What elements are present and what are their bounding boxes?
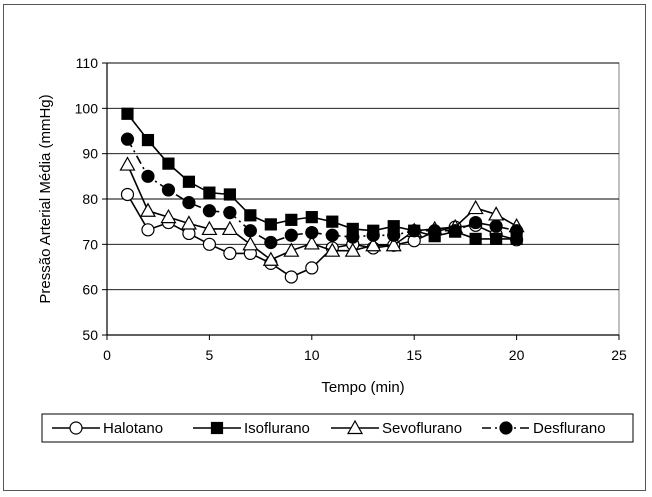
- data-point: [120, 132, 135, 146]
- legend-marker: [346, 419, 364, 435]
- data-point: [162, 157, 175, 170]
- legend: Halotano Isoflurano Sevoflurano Desflurano: [41, 413, 634, 443]
- data-point: [344, 242, 361, 257]
- data-point: [141, 169, 155, 183]
- data-point: [490, 232, 503, 245]
- y-tick-label: 110: [76, 55, 99, 71]
- data-point: [305, 225, 319, 240]
- data-point: [366, 228, 380, 242]
- legend-marker: [69, 421, 83, 435]
- x-tick-labels: 0 5 10 15 20 25: [103, 335, 627, 363]
- data-point: [326, 215, 339, 228]
- data-point: [201, 220, 218, 236]
- series-desflurano: [120, 132, 524, 250]
- y-tick-label: 70: [82, 236, 98, 252]
- data-point: [182, 175, 196, 188]
- data-point: [284, 228, 298, 242]
- legend-label: Desflurano: [533, 420, 606, 437]
- legend-label: Isoflurano: [244, 420, 310, 437]
- data-point: [221, 220, 238, 236]
- legend-label: Sevoflurano: [382, 420, 462, 437]
- data-point: [385, 237, 402, 252]
- legend-marker: [499, 421, 513, 435]
- data-point: [182, 196, 196, 210]
- data-point: [407, 224, 421, 238]
- data-point: [141, 133, 155, 147]
- y-tick-label: 80: [82, 191, 98, 207]
- data-point: [283, 242, 300, 257]
- x-tick-label: 20: [509, 347, 525, 363]
- legend-item: Desflurano: [482, 420, 606, 437]
- x-axis-label: Tempo (min): [321, 379, 404, 396]
- data-point: [305, 211, 318, 224]
- data-point: [121, 107, 134, 120]
- data-point: [387, 228, 401, 242]
- legend-marker: [210, 421, 224, 435]
- data-point: [264, 218, 277, 231]
- data-point: [509, 224, 524, 238]
- data-point: [303, 235, 320, 250]
- data-point: [242, 236, 259, 251]
- legend-item: Sevoflurano: [331, 419, 462, 437]
- data-point: [120, 187, 135, 202]
- data-point: [202, 204, 216, 218]
- data-point: [448, 224, 462, 238]
- x-tick-label: 0: [103, 347, 111, 363]
- series-layer: [119, 107, 525, 284]
- data-point: [202, 237, 216, 251]
- data-point: [141, 223, 155, 237]
- legend-label: Halotano: [103, 420, 163, 437]
- legend-item: Halotano: [52, 420, 163, 437]
- data-point: [467, 199, 484, 215]
- data-point: [469, 232, 482, 245]
- y-axis-label: Pressão Arterial Média (mmHg): [37, 94, 54, 303]
- x-tick-label: 25: [611, 347, 627, 363]
- data-point: [428, 224, 442, 238]
- x-tick-label: 10: [304, 347, 320, 363]
- data-point: [264, 235, 278, 250]
- data-point: [285, 213, 298, 226]
- legend-item: Isoflurano: [193, 420, 310, 437]
- data-point: [325, 228, 339, 242]
- data-point: [346, 230, 360, 244]
- y-tick-labels: 50 60 70 80 90 100 110: [75, 55, 107, 343]
- data-point: [243, 224, 257, 238]
- data-point: [223, 206, 237, 220]
- data-point: [223, 246, 237, 260]
- y-tick-label: 90: [82, 146, 98, 162]
- x-tick-label: 15: [406, 347, 422, 363]
- x-tick-label: 5: [206, 347, 214, 363]
- y-tick-label: 60: [82, 282, 98, 298]
- data-point: [305, 261, 319, 275]
- data-point: [160, 208, 177, 224]
- data-point: [119, 156, 136, 171]
- data-point: [180, 215, 197, 230]
- data-point: [284, 270, 298, 284]
- data-point: [489, 219, 503, 233]
- data-point: [262, 251, 279, 266]
- data-point: [203, 186, 216, 199]
- data-point: [365, 237, 382, 252]
- data-point: [324, 242, 341, 257]
- data-point: [161, 183, 176, 197]
- gridlines: [107, 62, 619, 291]
- data-point: [244, 209, 257, 222]
- data-point: [469, 215, 483, 230]
- data-point: [223, 188, 236, 201]
- y-tick-label: 50: [82, 327, 98, 343]
- y-tick-label: 100: [75, 100, 99, 116]
- data-point: [139, 202, 156, 217]
